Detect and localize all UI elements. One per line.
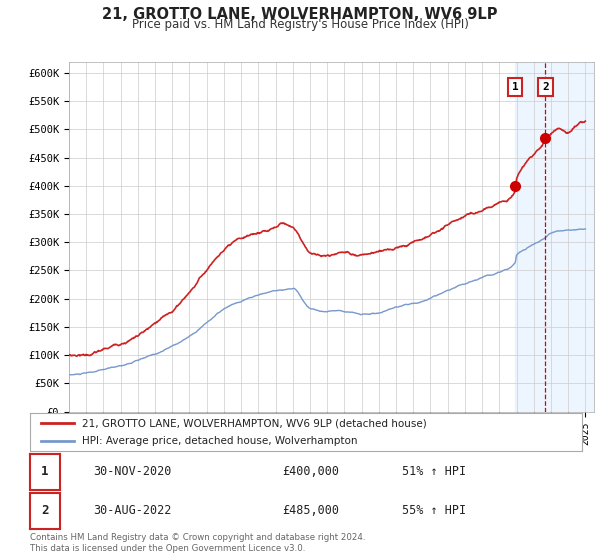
Text: 55% ↑ HPI: 55% ↑ HPI bbox=[402, 505, 466, 517]
Bar bbox=[515, 62, 594, 412]
Text: 1: 1 bbox=[512, 82, 518, 92]
Text: £400,000: £400,000 bbox=[282, 465, 339, 478]
Text: 2: 2 bbox=[542, 82, 548, 92]
Text: 1: 1 bbox=[41, 465, 49, 478]
Text: 51% ↑ HPI: 51% ↑ HPI bbox=[402, 465, 466, 478]
Text: £485,000: £485,000 bbox=[282, 505, 339, 517]
Text: 21, GROTTO LANE, WOLVERHAMPTON, WV6 9LP (detached house): 21, GROTTO LANE, WOLVERHAMPTON, WV6 9LP … bbox=[82, 418, 427, 428]
Text: 21, GROTTO LANE, WOLVERHAMPTON, WV6 9LP: 21, GROTTO LANE, WOLVERHAMPTON, WV6 9LP bbox=[102, 7, 498, 22]
Text: HPI: Average price, detached house, Wolverhampton: HPI: Average price, detached house, Wolv… bbox=[82, 436, 358, 446]
Text: 30-NOV-2020: 30-NOV-2020 bbox=[93, 465, 172, 478]
Text: 2: 2 bbox=[41, 505, 49, 517]
Text: Price paid vs. HM Land Registry's House Price Index (HPI): Price paid vs. HM Land Registry's House … bbox=[131, 18, 469, 31]
Text: 30-AUG-2022: 30-AUG-2022 bbox=[93, 505, 172, 517]
Text: Contains HM Land Registry data © Crown copyright and database right 2024.
This d: Contains HM Land Registry data © Crown c… bbox=[30, 533, 365, 553]
